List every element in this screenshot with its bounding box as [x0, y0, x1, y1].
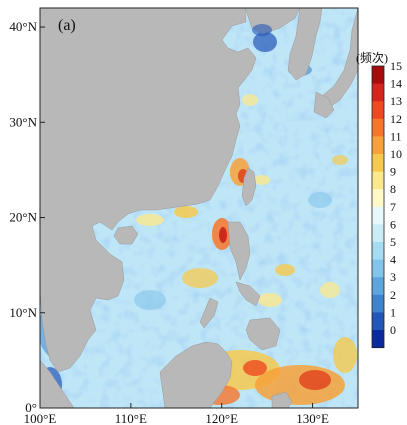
colorbar-level-label: 10: [390, 147, 402, 161]
land-korea: [287, 8, 323, 81]
y-tick-label: 40°N: [9, 19, 37, 34]
y-tick-label: 20°N: [9, 210, 37, 225]
land-luzon: [227, 221, 251, 281]
land-palawan: [199, 297, 219, 329]
colorbar-swatch: [372, 118, 384, 137]
colorbar-level-label: 3: [390, 270, 396, 284]
land-malay-peninsula: [40, 359, 75, 408]
land-mindanao: [245, 317, 281, 351]
x-tick-label: 110°E: [115, 411, 147, 425]
colorbar-swatch: [372, 83, 384, 102]
colorbar-swatch: [372, 154, 384, 173]
land: [40, 8, 358, 408]
colorbar-level-label: 1: [390, 305, 396, 319]
colorbar-swatch: [372, 189, 384, 208]
colorbar-level-label: 2: [390, 288, 396, 302]
colorbar-level-label: 15: [390, 59, 402, 73]
colorbar-level-label: 11: [390, 129, 402, 143]
colorbar-swatch: [372, 66, 384, 85]
land-sulawesi: [271, 391, 293, 408]
land-philippines-visayas: [235, 281, 261, 307]
colorbar-title: (频次): [356, 51, 388, 65]
colorbar-swatch: [372, 312, 384, 331]
colorbar-level-label: 8: [390, 182, 396, 196]
land-taiwan: [241, 167, 257, 207]
colorbar-swatch: [372, 277, 384, 296]
colorbar-swatch: [372, 136, 384, 155]
x-axis: 100°E 110°E 120°E 130°E: [24, 403, 329, 425]
colorbar-level-label: 12: [390, 112, 402, 126]
y-axis: 0° 10°N 20°N 30°N 40°N: [9, 19, 45, 415]
panel-label: (a): [58, 17, 76, 34]
plot-frame: [39, 7, 359, 409]
x-tick-label: 130°E: [296, 411, 329, 425]
y-tick-label: 30°N: [9, 114, 37, 129]
land-mainland: [40, 8, 257, 373]
y-tick-label: 10°N: [9, 305, 37, 320]
colorbar-swatch: [372, 259, 384, 278]
colorbar-level-label: 7: [390, 200, 396, 214]
x-tick-label: 120°E: [205, 411, 238, 425]
land-hainan: [113, 225, 139, 245]
colorbar-level-label: 14: [390, 77, 402, 91]
colorbar-swatch: [372, 101, 384, 120]
colorbar-swatch: [372, 224, 384, 243]
colorbar-swatch: [372, 242, 384, 261]
colorbar-level-label: 5: [390, 235, 396, 249]
colorbar-level-label: 6: [390, 217, 396, 231]
colorbar-swatch: [372, 294, 384, 313]
bohai-blue: [252, 24, 272, 36]
colorbar-swatch: [372, 171, 384, 190]
colorbar-level-label: 4: [390, 253, 396, 267]
x-tick-label: 100°E: [24, 411, 57, 425]
land-kyushu: [313, 91, 335, 119]
colorbar-level-label: 9: [390, 165, 396, 179]
map-plot: [40, 8, 358, 408]
y-tick-label: 0°: [25, 400, 37, 415]
colorbar-swatch: [372, 206, 384, 225]
land-borneo: [159, 341, 233, 408]
colorbar-border: [371, 65, 385, 349]
colorbar-swatch: [372, 330, 384, 349]
colorbar-level-label: 13: [390, 94, 402, 108]
colorbar-level-label: 0: [390, 323, 396, 337]
